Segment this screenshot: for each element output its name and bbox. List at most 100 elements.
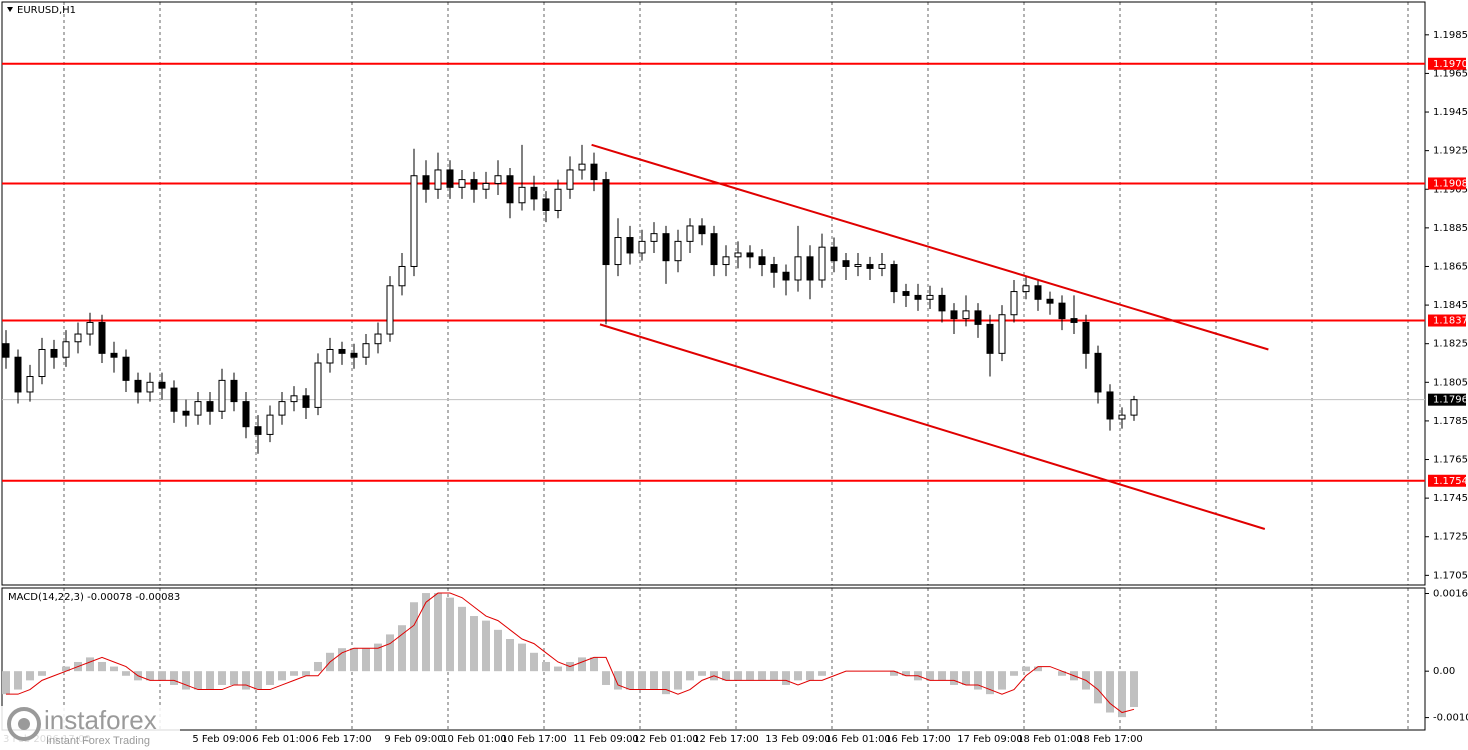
macd-bar <box>626 671 634 690</box>
candle-body <box>2 343 10 358</box>
x-tick-label: 10 Feb 01:00 <box>441 734 507 745</box>
y-tick-label: 1.1965 <box>1433 68 1468 79</box>
macd-bar <box>446 597 454 672</box>
macd-bar <box>254 671 262 690</box>
candle-body <box>1010 291 1018 316</box>
macd-bar <box>278 671 286 681</box>
y-tick-label: 1.1745 <box>1433 493 1468 504</box>
channel-line <box>591 143 1269 351</box>
candle-body <box>722 256 730 266</box>
candle-body <box>386 285 394 335</box>
candle-body <box>50 348 58 358</box>
macd-bar <box>338 648 346 672</box>
macd-bar <box>206 671 214 690</box>
macd-bar <box>950 671 958 685</box>
candle-body <box>182 410 190 416</box>
macd-bar <box>182 671 190 690</box>
candle-body <box>602 179 610 266</box>
candle-body <box>374 333 382 345</box>
candle-body <box>494 175 502 184</box>
macd-bar <box>506 639 514 672</box>
candle-body <box>518 186 526 204</box>
candle-body <box>866 264 874 269</box>
macd-signal <box>6 592 1135 714</box>
candle-body <box>230 379 238 403</box>
macd-bar <box>794 671 802 681</box>
candle-body <box>902 291 910 296</box>
candle-body <box>1130 399 1138 416</box>
candle-body <box>254 426 262 435</box>
macd-bar <box>86 657 94 672</box>
candle-body <box>458 179 466 188</box>
x-tick-label: 11 Feb 09:00 <box>573 734 639 745</box>
x-tick-label: 18 Feb 01:00 <box>1017 734 1083 745</box>
x-tick-label: 17 Feb 09:00 <box>957 734 1023 745</box>
chart-title: EURUSD,H1 <box>17 5 76 16</box>
macd-bar <box>374 643 382 672</box>
candle-body <box>506 175 514 204</box>
macd-bar <box>38 671 46 676</box>
macd-bar <box>890 671 898 676</box>
candle-body <box>590 163 598 181</box>
macd-bar <box>1130 671 1138 708</box>
candle-body <box>242 401 250 428</box>
logo-icon-core <box>18 718 30 730</box>
x-tick-label: 10 Feb 17:00 <box>501 734 567 745</box>
candle-body <box>326 348 334 364</box>
level-label: 1.1837 <box>1433 316 1468 327</box>
macd-y-tick-label: 0.00169 <box>1433 589 1468 600</box>
macd-bar <box>1118 671 1126 718</box>
candle-body <box>170 387 178 412</box>
y-tick-label: 1.1905 <box>1433 184 1468 195</box>
macd-bar <box>758 671 766 681</box>
macd-bar <box>398 625 406 672</box>
candle-body <box>1034 285 1042 300</box>
candle-body <box>26 376 34 393</box>
macd-bar <box>26 671 34 681</box>
y-tick-label: 1.1945 <box>1433 107 1468 118</box>
macd-bar <box>530 652 538 672</box>
candle-body <box>710 233 718 266</box>
macd-bar <box>290 671 298 676</box>
candle-body <box>338 348 346 354</box>
y-tick-label: 1.1705 <box>1433 570 1468 581</box>
y-tick-label: 1.1865 <box>1433 261 1468 272</box>
macd-bar <box>974 671 982 690</box>
candle-body <box>578 163 586 171</box>
macd-bar <box>2 671 10 695</box>
candle-body <box>734 252 742 258</box>
candle-body <box>1106 391 1114 420</box>
macd-bar <box>722 671 730 681</box>
macd-bar <box>554 666 562 672</box>
candle-body <box>98 321 106 354</box>
candle-body <box>698 225 706 235</box>
candle-body <box>674 240 682 262</box>
macd-bar <box>434 593 442 672</box>
candle-body <box>410 175 418 267</box>
macd-bar <box>986 671 994 695</box>
level-label: 1.1754 <box>1433 476 1468 487</box>
candle-body <box>1022 285 1030 293</box>
macd-bar <box>698 671 706 676</box>
y-tick-label: 1.1885 <box>1433 223 1468 234</box>
candle-body <box>662 233 670 262</box>
candle-body <box>974 310 982 325</box>
candle-body <box>398 265 406 287</box>
candle-body <box>998 314 1006 354</box>
candle-body <box>878 264 886 269</box>
macd-bar <box>350 648 358 672</box>
x-tick-label: 9 Feb 09:00 <box>384 734 443 745</box>
macd-bar <box>806 671 814 681</box>
x-tick-label: 18 Feb 17:00 <box>1077 734 1143 745</box>
x-tick-label: 6 Feb 17:00 <box>312 734 371 745</box>
y-tick-label: 1.1785 <box>1433 416 1468 427</box>
macd-y-tick-label: 0.00 <box>1433 666 1455 677</box>
x-tick-label: 16 Feb 01:00 <box>825 734 891 745</box>
candle-body <box>854 264 862 267</box>
macd-bar <box>218 671 226 685</box>
candle-body <box>914 294 922 300</box>
macd-bar <box>1022 666 1030 672</box>
macd-bar <box>1010 671 1018 676</box>
macd-bar <box>578 657 586 672</box>
